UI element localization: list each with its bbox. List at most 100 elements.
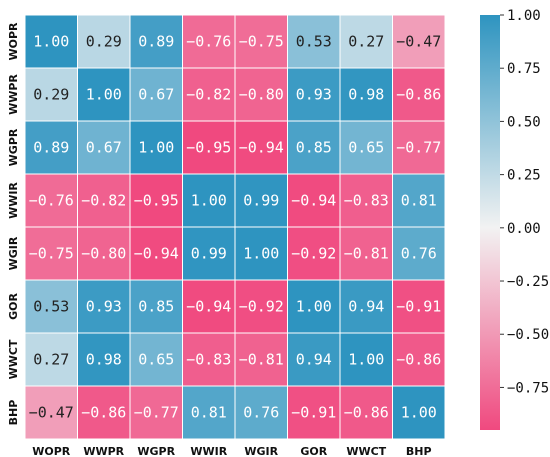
x-tick-label: WGIR [244,445,278,457]
colorbar-tick-label: 1.00 [507,8,541,24]
cell-value-label: 0.67 [138,86,174,104]
cell-value-label: 0.85 [296,139,332,157]
x-tick-label: WGPR [137,445,175,457]
x-tick-label: WWIR [190,445,227,457]
colorbar-gradient [480,15,500,430]
heatmap-cell [234,279,288,334]
colorbar-tick-label: 0.25 [507,168,541,184]
heatmap-cell [129,385,183,440]
heatmap-cell [182,173,236,228]
colorbar-tick-label: −0.75 [507,380,549,396]
cell-value-label: −0.86 [396,86,441,104]
cell-value-label: 1.00 [401,404,437,422]
y-tick-label: WOPR [7,22,20,61]
cell-value-label: −0.86 [81,404,126,422]
cell-value-label: −0.94 [134,245,179,263]
heatmap-cell [287,67,341,122]
colorbar-tick-label: 0.75 [507,61,541,77]
cell-value-label: 1.00 [86,86,122,104]
cell-value-label: −0.82 [81,192,126,210]
heatmap-cell [392,120,446,175]
heatmap-cell [287,279,341,334]
y-tick-label: WGIR [7,236,20,270]
cell-value-label: −0.76 [29,192,74,210]
cell-value-label: −0.94 [291,192,336,210]
cell-value-label: 0.85 [138,298,174,316]
cell-value-label: −0.94 [186,298,231,316]
x-tick-label: GOR [300,445,327,457]
cell-value-label: 0.53 [33,298,69,316]
heatmap-cell [77,332,131,387]
heatmap-cell [234,173,288,228]
heatmap-cell [24,120,78,175]
cell-value-label: 1.00 [33,33,69,51]
heatmap-cell [77,67,131,122]
heatmap-cell [234,385,288,440]
heatmap-cell [392,67,446,122]
cell-value-label: 1.00 [191,192,227,210]
heatmap-cell [182,120,236,175]
cell-value-label: −0.80 [81,245,126,263]
heatmap-cell [392,385,446,440]
heatmap-cell [392,14,446,69]
cell-value-label: 0.29 [86,33,122,51]
cell-value-label: −0.82 [186,86,231,104]
cell-value-label: −0.83 [186,351,231,369]
heatmap-cell [339,279,393,334]
cell-value-label: −0.47 [29,404,74,422]
x-axis-tick-labels: WOPR WWPR WGPR WWIR WGIR GOR WWCT BHP [32,445,431,457]
heatmap-cell [182,67,236,122]
x-tick-label: BHP [406,445,432,457]
cell-value-label: −0.77 [396,139,441,157]
x-tick-label: WOPR [32,445,71,457]
cell-value-label: 0.65 [138,351,174,369]
cell-value-label: 0.29 [33,86,69,104]
heatmap-cell [24,14,78,69]
cell-value-label: −0.86 [344,404,389,422]
cell-value-label: 0.27 [33,351,69,369]
cell-value-label: −0.83 [344,192,389,210]
heatmap-cell [129,14,183,69]
heatmap-cell [287,14,341,69]
cell-value-label: −0.81 [344,245,389,263]
cell-value-label: −0.91 [291,404,336,422]
x-tick-label: WWCT [346,445,386,457]
colorbar-tick-label: −0.50 [507,327,549,343]
cell-value-label: −0.76 [186,33,231,51]
cell-value-label: 0.93 [86,298,122,316]
cell-value-label: 0.94 [348,298,384,316]
cell-value-label: 1.00 [348,351,384,369]
cell-value-label: 0.99 [243,192,279,210]
heatmap-cell [182,226,236,281]
cell-value-label: −0.94 [239,139,284,157]
cell-value-label: −0.81 [239,351,284,369]
y-tick-label: WGPR [7,128,20,166]
colorbar: 1.00 0.75 0.50 0.25 0.00 −0.25 −0.50 −0.75 [480,8,549,430]
cell-value-label: 0.65 [348,139,384,157]
heatmap-cell [339,120,393,175]
cell-value-label: −0.95 [186,139,231,157]
colorbar-tick-label: −0.25 [507,274,549,290]
heatmap-cell [339,226,393,281]
cell-value-label: −0.75 [29,245,74,263]
cell-value-label: −0.92 [239,298,284,316]
heatmap-cell [287,385,341,440]
heatmap-cell [392,332,446,387]
heatmap-cell [287,120,341,175]
cell-value-label: 0.94 [296,351,332,369]
x-tick-label: WWPR [83,445,124,457]
heatmap-cell [129,120,183,175]
heatmap-cell [77,14,131,69]
cell-value-label: −0.75 [239,33,284,51]
heatmap-cell [77,120,131,175]
cell-value-label: −0.86 [396,351,441,369]
heatmap-cell [287,332,341,387]
cell-value-label: −0.92 [291,245,336,263]
heatmap-cell [234,120,288,175]
cell-value-label: 0.67 [86,139,122,157]
cell-value-label: −0.77 [134,404,179,422]
cell-value-label: 0.53 [296,33,332,51]
y-axis-tick-labels: WOPR WWPR WGPR WWIR WGIR GOR WWCT BHP [7,22,20,425]
heatmap-cell [129,332,183,387]
